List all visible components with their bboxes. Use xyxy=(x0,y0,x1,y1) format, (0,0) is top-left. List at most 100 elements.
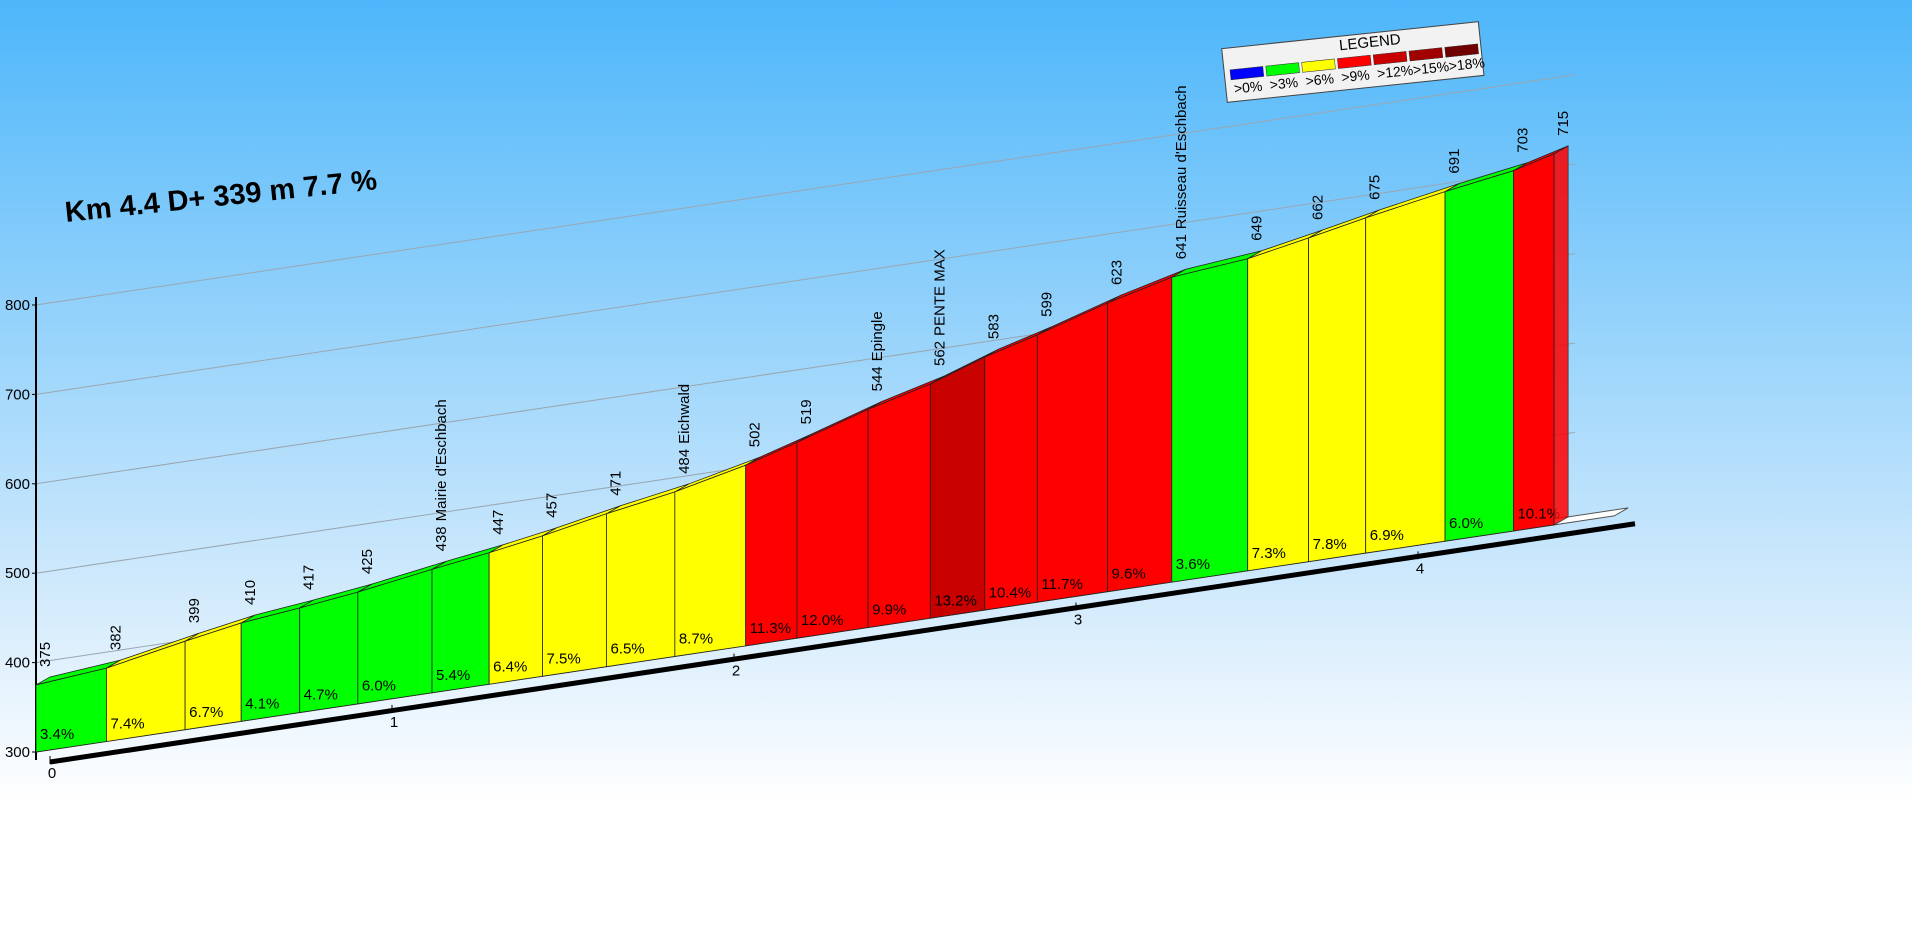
gradient-label: 3.4% xyxy=(40,726,74,743)
grid-line xyxy=(35,74,1576,306)
gradient-label: 4.1% xyxy=(245,695,279,712)
legend-title: LEGEND xyxy=(1338,31,1401,54)
gradient-label: 6.7% xyxy=(189,704,223,721)
elevation-label: 583 xyxy=(986,314,1003,339)
baseline xyxy=(49,521,1636,765)
gradient-label: 10.1% xyxy=(1517,505,1560,522)
legend-swatch xyxy=(1301,58,1336,73)
elevation-label: 399 xyxy=(186,598,203,623)
segment-face xyxy=(929,356,986,619)
elevation-label: 599 xyxy=(1038,292,1055,317)
point-label: 484 Eichwald xyxy=(676,384,693,474)
gradient-label: 7.3% xyxy=(1252,545,1286,562)
place-label: Ruisseau d'Eschbach xyxy=(1173,85,1190,229)
legend-swatch xyxy=(1229,66,1265,81)
elevation-label: 484 xyxy=(676,449,693,474)
legend-label: >9% xyxy=(1341,66,1371,85)
segment-face xyxy=(796,408,869,639)
point-label: 375 xyxy=(37,642,54,667)
gradient-label: 7.8% xyxy=(1313,536,1347,553)
elevation-label: 703 xyxy=(1514,128,1531,153)
segment-face xyxy=(1171,258,1249,583)
place-label: PENTE MAX xyxy=(931,249,948,336)
elevation-label: 425 xyxy=(359,549,376,574)
gradient-label: 12.0% xyxy=(801,612,844,629)
place-label: Epingle xyxy=(869,311,886,361)
segment-face xyxy=(1513,153,1555,532)
legend: LEGEND >0% >3% >6% >9% >12%>15%>18% xyxy=(1221,21,1486,103)
legend-label: >6% xyxy=(1305,70,1335,89)
gradient-label: 9.9% xyxy=(872,602,906,619)
elevation-label: 715 xyxy=(1555,111,1572,136)
legend-label: >12% xyxy=(1376,62,1414,82)
elevation-label: 457 xyxy=(544,493,561,518)
gradient-label: 7.5% xyxy=(547,650,581,667)
elevation-label: 502 xyxy=(747,422,764,447)
x-tick-label: 1 xyxy=(390,714,398,731)
point-label: 675 xyxy=(1367,175,1384,200)
y-tick-label: 800 xyxy=(5,297,30,314)
elevation-label: 649 xyxy=(1249,216,1266,241)
x-tick-label: 0 xyxy=(48,765,56,782)
point-label: 457 xyxy=(544,493,561,518)
gradient-label: 6.0% xyxy=(362,678,396,695)
gradient-label: 5.4% xyxy=(436,667,470,684)
gradient-label: 13.2% xyxy=(934,592,977,609)
segment-face xyxy=(1365,191,1446,554)
point-label: 410 xyxy=(242,580,259,605)
x-tick-label: 3 xyxy=(1074,612,1082,629)
legend-swatch xyxy=(1408,47,1444,62)
elevation-label: 417 xyxy=(301,565,318,590)
segment-face xyxy=(1036,302,1108,603)
segment-face xyxy=(674,464,747,657)
segment-face xyxy=(1308,217,1367,563)
gradient-label: 10.4% xyxy=(989,584,1032,601)
y-tick-label: 500 xyxy=(5,565,30,582)
point-label: 502 xyxy=(747,422,764,447)
y-tick-label: 400 xyxy=(5,655,30,672)
legend-label: >3% xyxy=(1269,74,1299,93)
point-label: 641 Ruisseau d'Eschbach xyxy=(1173,85,1190,259)
gradient-label: 9.6% xyxy=(1111,566,1145,583)
segment-face xyxy=(745,441,798,647)
gradient-label: 8.7% xyxy=(679,630,713,647)
point-label: 649 xyxy=(1249,216,1266,241)
point-label: 599 xyxy=(1038,292,1055,317)
gradient-label: 6.0% xyxy=(1449,515,1483,532)
place-label: Eichwald xyxy=(676,384,693,444)
point-label: 425 xyxy=(359,549,376,574)
legend-swatch xyxy=(1444,43,1479,58)
gradient-label: 6.4% xyxy=(493,658,527,675)
elevation-label: 471 xyxy=(607,471,624,496)
elevation-label: 623 xyxy=(1108,260,1125,285)
x-tick-label: 2 xyxy=(732,663,740,680)
elevation-label: 382 xyxy=(107,625,124,650)
point-label: 662 xyxy=(1310,195,1327,220)
elevation-label: 447 xyxy=(490,510,507,535)
elevation-label: 662 xyxy=(1310,195,1327,220)
segment-face xyxy=(984,334,1038,611)
segment-face xyxy=(867,383,931,628)
gradient-label: 4.7% xyxy=(304,687,338,704)
elevation-label: 410 xyxy=(242,580,259,605)
segment-face xyxy=(1107,276,1173,593)
elevation-label: 438 xyxy=(433,526,450,551)
legend-label: >18% xyxy=(1448,54,1486,74)
elevation-label: 519 xyxy=(798,399,815,424)
gradient-label: 11.3% xyxy=(750,620,791,637)
point-label: 447 xyxy=(490,510,507,535)
segment-face xyxy=(1444,170,1514,542)
segment-side xyxy=(1553,145,1569,526)
elevation-label: 544 xyxy=(869,366,886,391)
legend-swatch xyxy=(1265,62,1300,77)
point-label: 562 PENTE MAX xyxy=(931,249,948,366)
point-label: 438 Mairie d'Eschbach xyxy=(433,399,450,551)
legend-label: >0% xyxy=(1233,78,1263,97)
elevation-label: 641 xyxy=(1173,234,1190,259)
point-label: 417 xyxy=(301,565,318,590)
legend-swatch xyxy=(1337,54,1372,69)
y-tick-label: 700 xyxy=(5,386,30,403)
point-label: 519 xyxy=(798,399,815,424)
gradient-label: 11.7% xyxy=(1041,576,1082,593)
